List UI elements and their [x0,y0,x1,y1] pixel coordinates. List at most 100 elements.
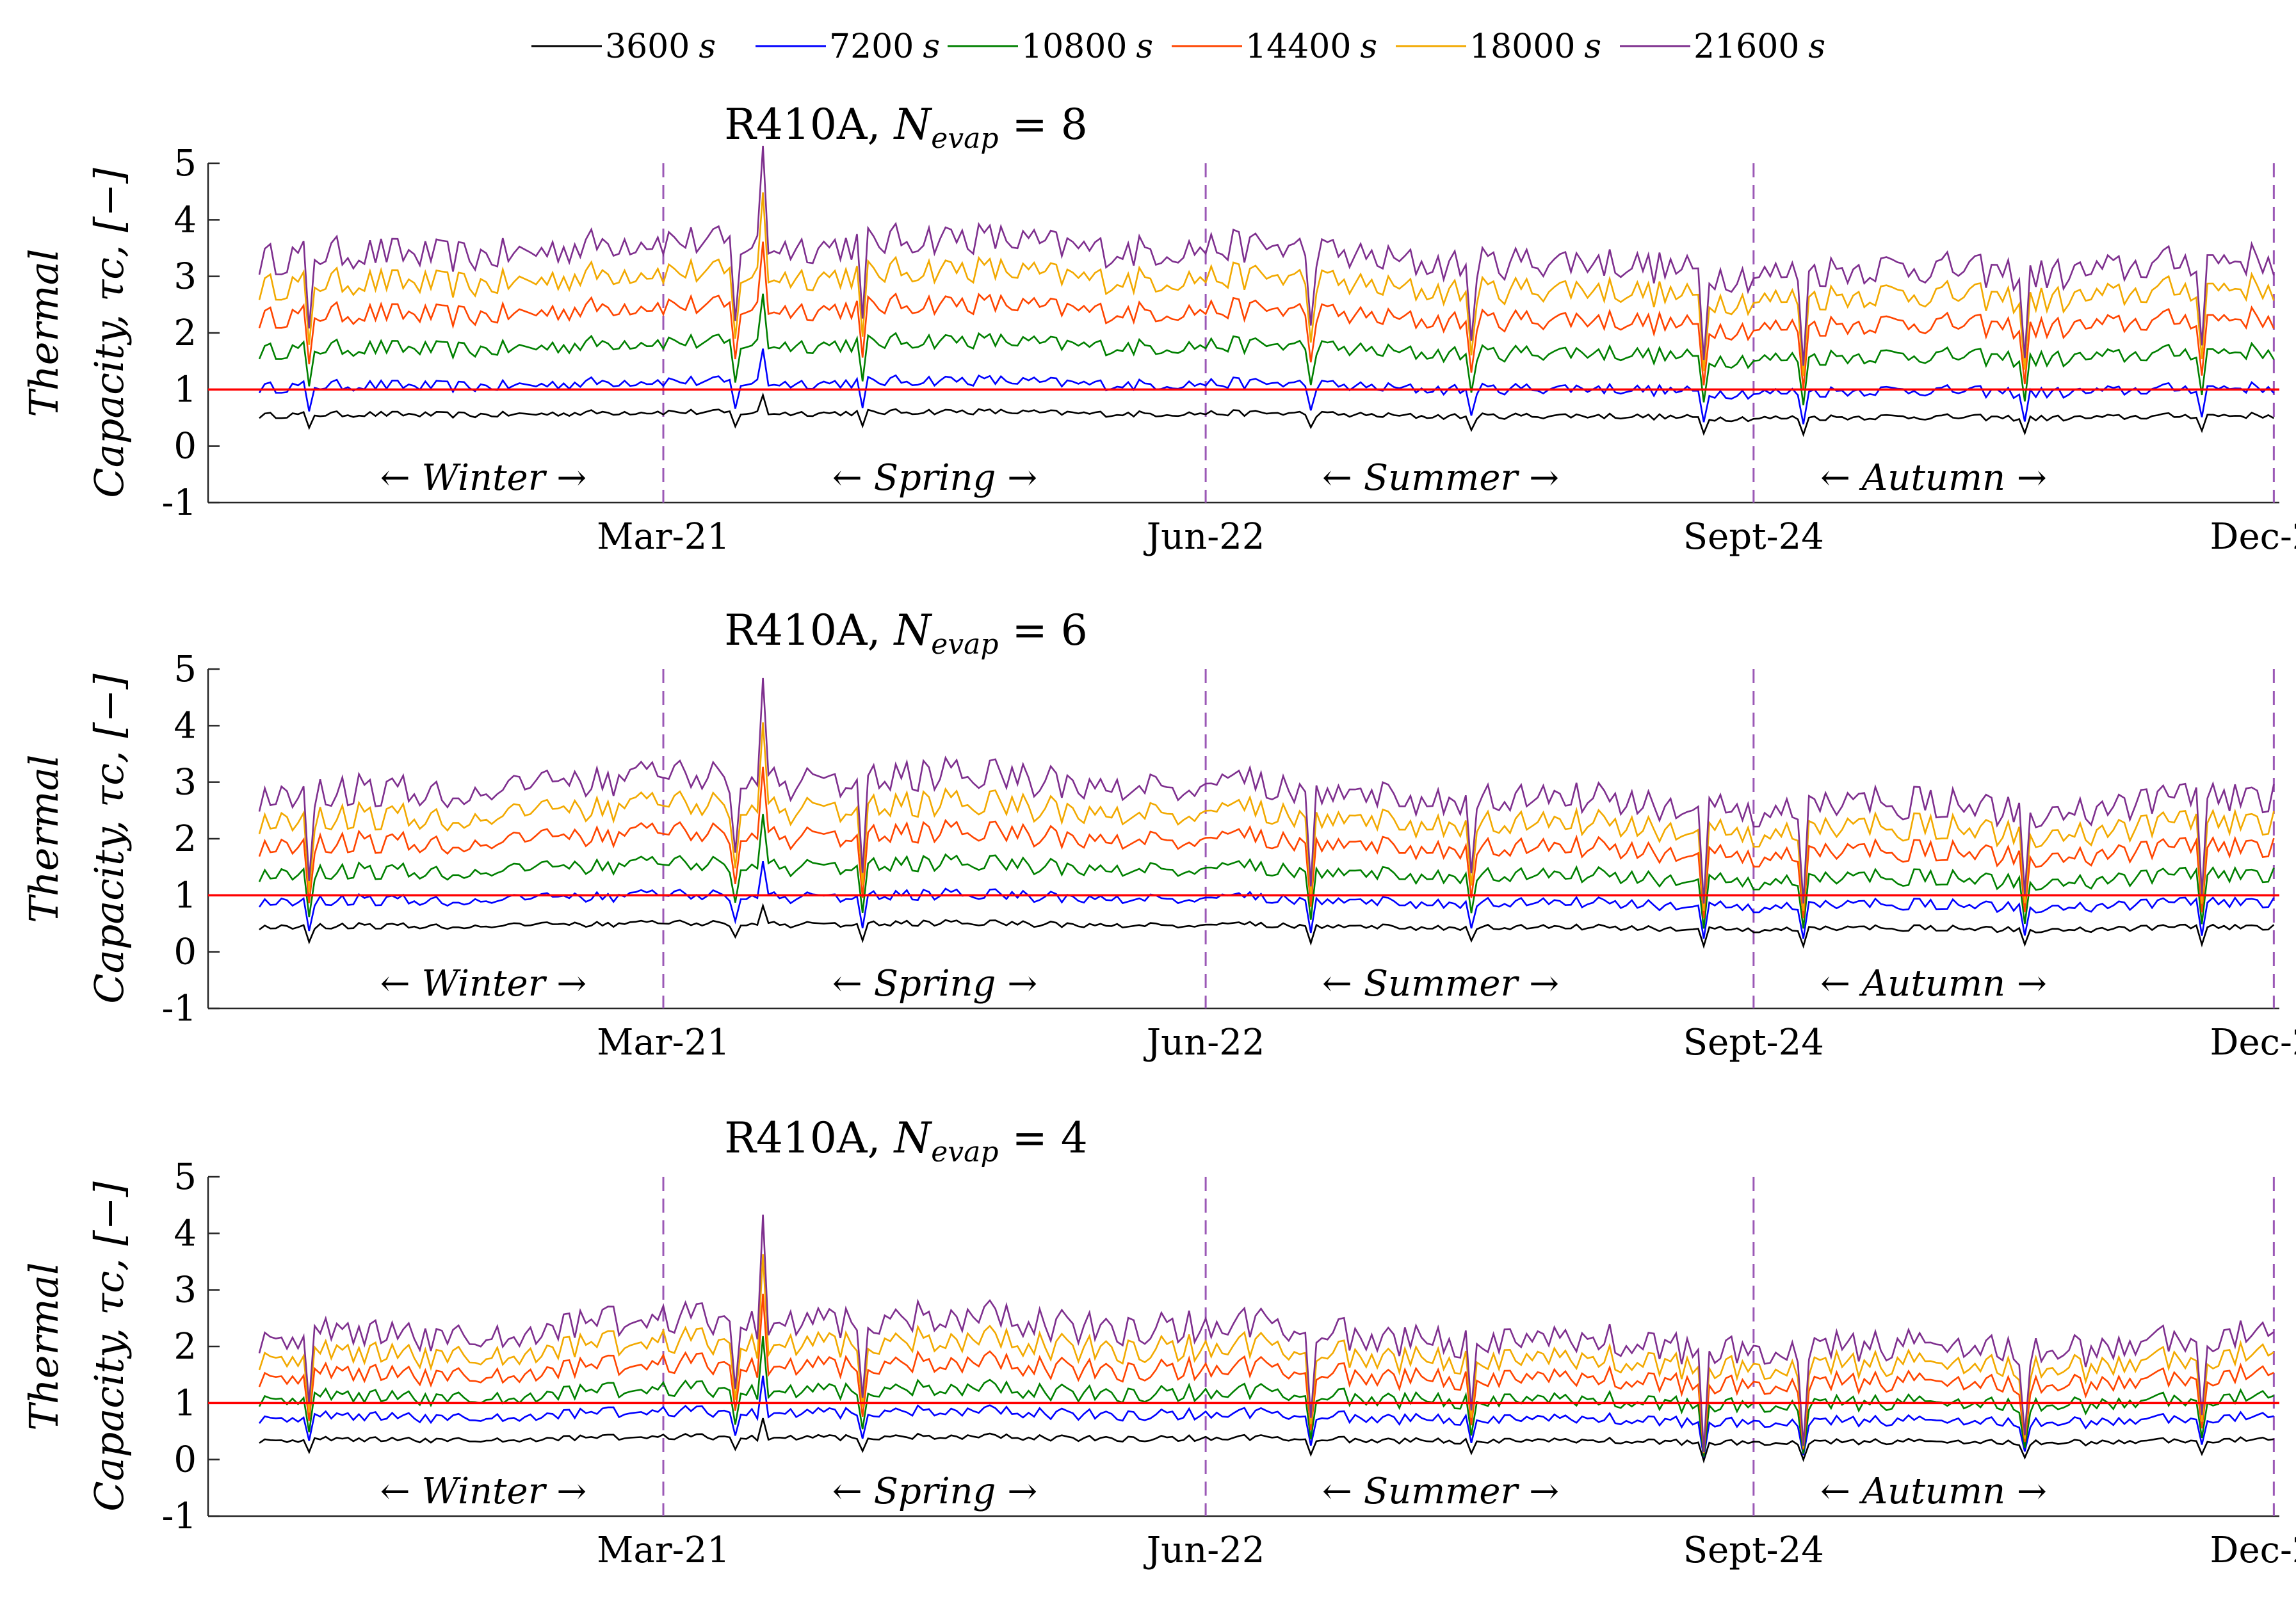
legend-value: 14400 [1245,28,1351,66]
y-tick-label: -1 [161,482,197,524]
season-label: ← Summer → [1322,457,1559,499]
legend-value: 7200 [829,28,914,66]
y-label-line2: Capacity, τc, [−] [86,673,133,1003]
season-label: ← Winter → [380,963,586,1005]
x-tick-label: Jun-22 [1144,1022,1265,1063]
x-tick-label: Mar-21 [597,1022,730,1063]
x-tick-label: Sept-24 [1683,516,1824,558]
season-label: ← Spring → [832,457,1037,499]
legend-item: 21600 s [1620,28,1825,66]
series-line [259,392,2275,437]
legend-unit: s [1136,28,1153,66]
chart-panel: R410A, Nevap = 8 5 4 3 2 1 0 -1 Thermal Capacity,… [20,100,2296,558]
series-line [258,1293,2274,1453]
y-tick-label: 4 [174,199,197,241]
legend-value: 21600 [1694,28,1799,66]
x-tick-label: Mar-21 [597,516,730,558]
series-line [259,1418,2274,1464]
x-tick-label: Jun-22 [1144,1530,1265,1571]
y-axis-label: Thermal Capacity, τc, [−] [20,167,133,497]
series-line [258,192,2275,376]
series-line [258,241,2275,390]
y-tick-label: 4 [174,705,197,747]
series-line [258,814,2275,929]
series-line [258,1215,2275,1452]
season-label: ← Spring → [832,963,1037,1005]
x-tick-label: Mar-21 [597,1530,730,1571]
series-line [259,903,2275,949]
legend-unit: s [699,28,716,66]
title-prefix: R410A, [724,1113,894,1163]
y-tick-label: 3 [174,1270,197,1311]
y-tick-label: -1 [161,988,197,1030]
title-suffix: = 8 [999,100,1088,149]
season-label: ← Winter → [380,1471,586,1512]
series-line [258,348,2275,424]
title-prefix: R410A, [724,606,894,655]
chart-panel: R410A, Nevap = 4 5 4 3 2 1 0 -1 Thermal Capacity,… [20,1113,2296,1571]
title-var: N [893,100,932,149]
chart-title: R410A, Nevap = 6 [724,606,1088,661]
y-tick-label: 0 [174,426,197,467]
legend: 3600 s 7200 s 10800 s 14400 s 18000 s 21600 s [531,28,1825,66]
legend-label: 7200 s [829,28,940,66]
season-label: ← Summer → [1322,1471,1559,1512]
series-line [258,1375,2274,1458]
legend-unit: s [1360,28,1377,66]
season-label: ← Autumn → [1820,1471,2047,1512]
legend-label: 3600 s [605,28,716,66]
legend-label: 21600 s [1694,28,1825,66]
x-tick-label: Sept-24 [1683,1022,1824,1063]
series-line [258,1254,2275,1453]
y-label-line1: Thermal [20,1262,67,1430]
x-tick-label: Dec-22 [2210,1530,2296,1571]
y-label-line2: Capacity, τc, [−] [86,1181,133,1511]
y-tick-label: 5 [174,649,197,690]
y-tick-label: 4 [174,1213,197,1254]
title-sub: evap [931,1136,998,1168]
x-tick-label: Jun-22 [1144,516,1265,558]
panels: R410A, Nevap = 8 5 4 3 2 1 0 -1 Thermal Capacity,… [20,100,2296,1571]
x-tick-label: Sept-24 [1683,1530,1824,1571]
y-tick-label: 5 [174,1156,197,1198]
y-tick-label: 2 [174,818,197,860]
chart-title: R410A, Nevap = 8 [724,100,1088,155]
season-label: ← Summer → [1322,963,1559,1005]
chart-panel: R410A, Nevap = 6 5 4 3 2 1 0 -1 Thermal Capacity,… [20,606,2296,1063]
legend-item: 18000 s [1396,28,1601,66]
y-tick-label: 1 [174,369,197,410]
y-axis-label: Thermal Capacity, τc, [−] [20,1181,133,1511]
season-label: ← Winter → [380,457,586,499]
legend-label: 18000 s [1469,28,1601,66]
y-tick-label: 3 [174,762,197,804]
title-var: N [893,1113,932,1163]
series-line [258,766,2275,919]
series-line [258,677,2275,904]
y-tick-label: 0 [174,932,197,973]
season-label: ← Spring → [832,1471,1037,1512]
title-prefix: R410A, [724,100,894,149]
legend-item: 3600 s [531,28,716,66]
legend-unit: s [1808,28,1825,66]
y-tick-label: -1 [161,1496,197,1537]
y-tick-label: 2 [174,1326,197,1368]
y-tick-label: 0 [174,1439,197,1481]
season-label: ← Autumn → [1820,457,2047,499]
legend-value: 10800 [1021,28,1127,66]
legend-unit: s [1584,28,1601,66]
title-var: N [893,606,932,655]
x-tick-label: Dec-22 [2210,1022,2296,1063]
x-tick-label: Dec-22 [2210,516,2296,558]
y-axis-label: Thermal Capacity, τc, [−] [20,673,133,1003]
title-suffix: = 6 [999,606,1088,655]
chart-title: R410A, Nevap = 4 [724,1113,1088,1168]
season-label: ← Autumn → [1820,963,2047,1005]
series-line [258,293,2275,406]
series-line [258,145,2275,366]
series-line [258,722,2275,911]
legend-item: 10800 s [948,28,1153,66]
legend-unit: s [923,28,940,66]
y-tick-label: 3 [174,256,197,298]
y-tick-label: 5 [174,143,197,184]
